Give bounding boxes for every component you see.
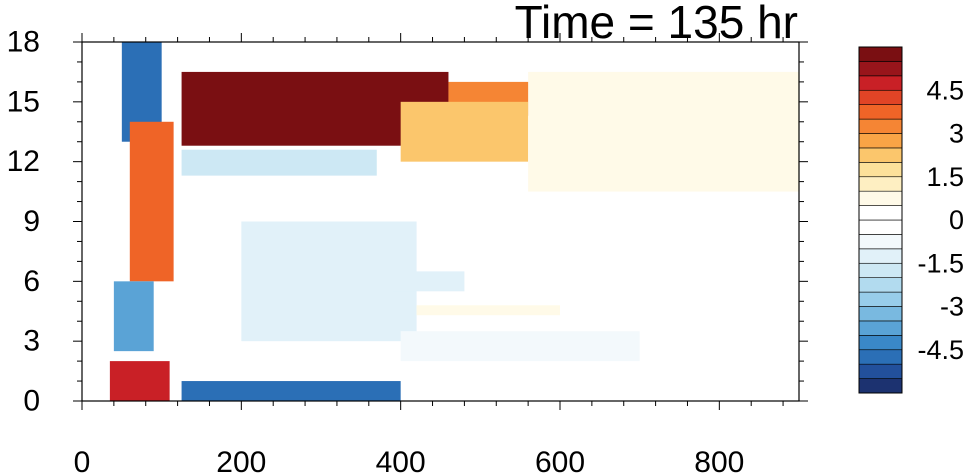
contour-region-3 — [400, 101, 529, 162]
colorbar-swatch — [858, 89, 903, 105]
axis-ticks: 0 200 400 600 800 0 3 6 9 12 15 18 — [7, 26, 808, 473]
colorbar-swatch — [858, 291, 903, 307]
colorbar-label: -4.5 — [917, 335, 964, 365]
contour-region-6 — [181, 381, 401, 401]
contour-region-13 — [416, 305, 560, 316]
colorbar: 4.5 3 1.5 0 -1.5 -3 -4.5 — [858, 46, 964, 394]
x-tick-label: 800 — [694, 446, 744, 473]
colorbar-swatch — [858, 118, 903, 134]
contour-region-9 — [113, 281, 154, 352]
contour-region-8 — [129, 121, 174, 282]
colorbar-swatch — [858, 349, 903, 365]
x-tick-label: 400 — [376, 446, 426, 473]
colorbar-swatch — [858, 234, 903, 250]
colorbar-swatch — [858, 176, 903, 192]
y-tick-label: 18 — [7, 26, 40, 59]
colorbar-label: 1.5 — [926, 162, 964, 192]
colorbar-swatch — [858, 363, 903, 379]
colorbar-swatch — [858, 162, 903, 178]
contour-region-14 — [392, 271, 465, 292]
y-tick-label: 15 — [7, 85, 40, 118]
colorbar-swatch — [858, 46, 903, 62]
contour-field — [109, 42, 799, 401]
x-tick-label: 600 — [535, 446, 585, 473]
colorbar-swatch — [858, 248, 903, 264]
y-tick-label: 6 — [23, 265, 40, 298]
colorbar-swatch — [858, 335, 903, 351]
colorbar-swatch — [858, 378, 903, 394]
x-tick-label: 0 — [74, 446, 91, 473]
colorbar-swatch — [858, 147, 903, 163]
contour-region-5 — [181, 149, 377, 176]
colorbar-swatch — [858, 104, 903, 120]
contour-region-4 — [528, 71, 799, 192]
colorbar-label: 4.5 — [926, 75, 964, 105]
plot-area — [82, 42, 799, 401]
colorbar-swatch — [858, 133, 903, 149]
colorbar-swatch — [858, 205, 903, 221]
colorbar-swatch — [858, 190, 903, 206]
y-tick-label: 12 — [7, 145, 40, 178]
colorbar-label: -3 — [940, 292, 964, 322]
colorbar-swatch — [858, 262, 903, 278]
y-tick-label: 3 — [23, 325, 40, 358]
colorbar-swatch — [858, 306, 903, 322]
colorbar-swatch — [858, 320, 903, 336]
colorbar-swatch — [858, 75, 903, 91]
colorbar-label: -1.5 — [917, 248, 964, 278]
colorbar-swatch — [858, 219, 903, 235]
y-tick-label: 9 — [23, 205, 40, 238]
colorbar-swatch — [858, 277, 903, 293]
contour-region-11 — [241, 221, 417, 342]
colorbar-label: 3 — [949, 119, 964, 149]
chart-title: Time = 135 hr — [515, 0, 798, 48]
contour-region-12 — [400, 331, 640, 362]
colorbar-frame — [858, 46, 903, 394]
colorbar-swatch — [858, 61, 903, 77]
contour-region-10 — [109, 361, 170, 401]
x-tick-label: 200 — [216, 446, 266, 473]
colorbar-label: 0 — [949, 205, 964, 235]
y-tick-label: 0 — [23, 385, 40, 418]
